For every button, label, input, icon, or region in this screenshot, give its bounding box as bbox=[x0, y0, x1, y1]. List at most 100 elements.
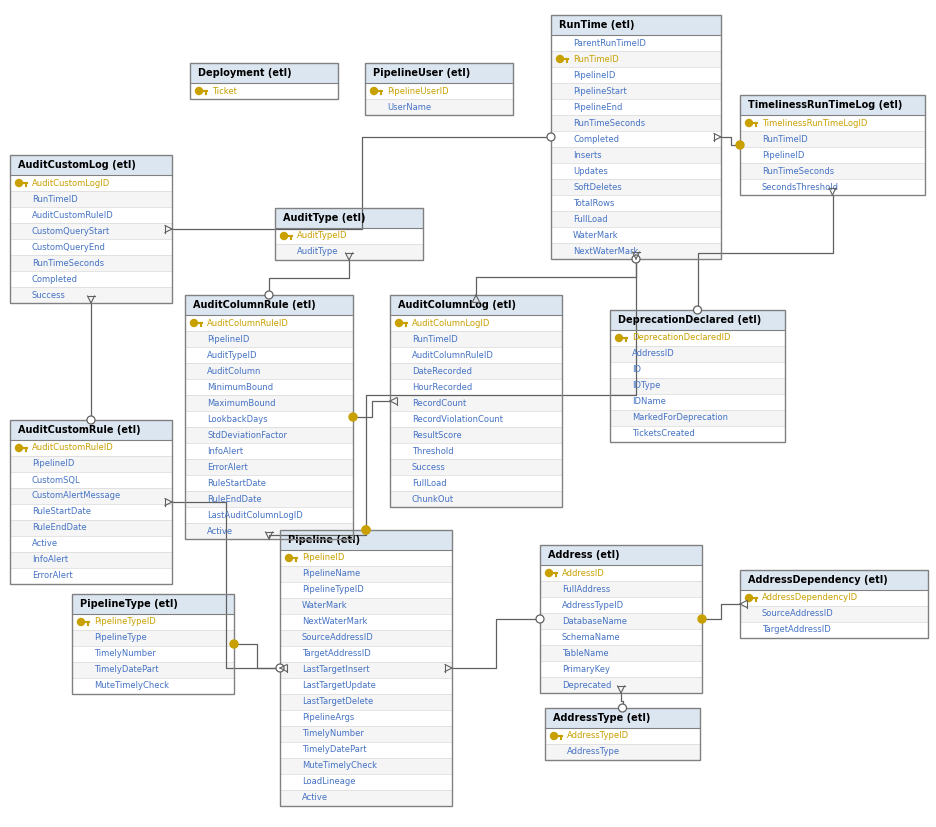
Text: TimelyNumber: TimelyNumber bbox=[94, 649, 156, 658]
Bar bbox=[10, 271, 172, 287]
Bar bbox=[551, 15, 721, 35]
Bar bbox=[185, 475, 353, 491]
Circle shape bbox=[619, 704, 626, 712]
Text: AuditColumnRule (etl): AuditColumnRule (etl) bbox=[193, 300, 315, 310]
Bar bbox=[740, 590, 928, 606]
Text: HourRecorded: HourRecorded bbox=[412, 383, 473, 391]
Text: RecordCount: RecordCount bbox=[412, 399, 466, 408]
Text: Address (etl): Address (etl) bbox=[548, 550, 620, 560]
Text: IDName: IDName bbox=[632, 398, 665, 407]
Bar bbox=[280, 598, 452, 614]
Bar bbox=[551, 243, 721, 259]
Text: PipelineID: PipelineID bbox=[302, 553, 344, 562]
Text: MaximumBound: MaximumBound bbox=[207, 399, 275, 408]
Bar bbox=[551, 163, 721, 179]
Circle shape bbox=[698, 615, 706, 623]
Bar bbox=[390, 379, 562, 395]
Bar bbox=[365, 63, 513, 83]
Text: RunTimeID: RunTimeID bbox=[32, 194, 78, 203]
Text: ErrorAlert: ErrorAlert bbox=[32, 571, 73, 581]
Text: ID: ID bbox=[632, 366, 641, 375]
Text: TicketsCreated: TicketsCreated bbox=[632, 429, 695, 438]
Bar bbox=[390, 395, 562, 411]
Text: PrimaryKey: PrimaryKey bbox=[562, 665, 610, 673]
Text: AddressTypeID: AddressTypeID bbox=[567, 732, 629, 740]
Bar bbox=[390, 295, 562, 315]
Bar bbox=[551, 83, 721, 99]
Circle shape bbox=[362, 526, 370, 534]
Text: AuditColumnLogID: AuditColumnLogID bbox=[412, 318, 490, 327]
Circle shape bbox=[87, 416, 95, 424]
Bar bbox=[275, 244, 423, 260]
Bar bbox=[551, 179, 721, 195]
Text: SecondsThreshold: SecondsThreshold bbox=[762, 183, 839, 192]
Bar bbox=[740, 163, 925, 179]
Bar bbox=[540, 597, 702, 613]
Bar bbox=[545, 744, 700, 760]
Text: Completed: Completed bbox=[573, 135, 619, 144]
Bar bbox=[10, 568, 172, 584]
Text: AuditTypeID: AuditTypeID bbox=[207, 351, 257, 360]
Text: Active: Active bbox=[302, 793, 329, 802]
Text: AddressDependencyID: AddressDependencyID bbox=[762, 594, 858, 603]
Circle shape bbox=[191, 319, 197, 327]
Text: PipelineID: PipelineID bbox=[207, 334, 249, 343]
Circle shape bbox=[694, 306, 701, 314]
Text: PipelineName: PipelineName bbox=[302, 570, 360, 579]
Bar bbox=[72, 630, 234, 646]
Text: LastTargetDelete: LastTargetDelete bbox=[302, 697, 373, 706]
Text: SourceAddressID: SourceAddressID bbox=[302, 633, 373, 643]
Text: AddressTypeID: AddressTypeID bbox=[562, 600, 624, 609]
Text: StdDeviationFactor: StdDeviationFactor bbox=[207, 431, 287, 439]
Bar bbox=[740, 606, 928, 622]
Bar bbox=[280, 630, 452, 646]
Circle shape bbox=[557, 55, 563, 63]
Text: PipelineTypeID: PipelineTypeID bbox=[94, 618, 155, 627]
Bar bbox=[185, 459, 353, 475]
Text: SoftDeletes: SoftDeletes bbox=[573, 183, 622, 192]
Bar bbox=[185, 331, 353, 347]
Bar bbox=[280, 790, 452, 806]
Circle shape bbox=[362, 526, 370, 534]
Text: IDType: IDType bbox=[632, 381, 661, 390]
Text: Pipeline (etl): Pipeline (etl) bbox=[288, 535, 360, 545]
Text: MuteTimelyCheck: MuteTimelyCheck bbox=[302, 762, 377, 771]
Circle shape bbox=[632, 255, 640, 263]
Bar bbox=[185, 295, 353, 539]
Text: PipelineType: PipelineType bbox=[94, 633, 147, 643]
Circle shape bbox=[16, 444, 22, 452]
Bar bbox=[740, 95, 925, 115]
Bar bbox=[10, 440, 172, 456]
Text: TimelyNumber: TimelyNumber bbox=[302, 729, 364, 739]
Circle shape bbox=[547, 133, 555, 141]
Text: LookbackDays: LookbackDays bbox=[207, 414, 268, 423]
Text: Ticket: Ticket bbox=[212, 87, 237, 95]
Bar bbox=[740, 570, 928, 638]
Circle shape bbox=[371, 88, 377, 94]
Text: Success: Success bbox=[412, 462, 446, 471]
Bar bbox=[185, 363, 353, 379]
Text: CustomAlertMessage: CustomAlertMessage bbox=[32, 491, 122, 500]
Text: RuleStartDate: RuleStartDate bbox=[207, 479, 266, 487]
Bar bbox=[740, 95, 925, 195]
Circle shape bbox=[265, 291, 273, 299]
Circle shape bbox=[745, 595, 753, 601]
Bar bbox=[10, 155, 172, 303]
Circle shape bbox=[546, 570, 552, 576]
Text: RuleEndDate: RuleEndDate bbox=[32, 523, 87, 533]
Bar bbox=[551, 195, 721, 211]
Text: AuditCustomLog (etl): AuditCustomLog (etl) bbox=[18, 160, 136, 170]
Bar bbox=[551, 131, 721, 147]
Bar bbox=[280, 550, 452, 566]
Text: SchemaName: SchemaName bbox=[562, 633, 621, 642]
Text: DeprecationDeclaredID: DeprecationDeclaredID bbox=[632, 333, 730, 342]
Bar bbox=[540, 565, 702, 581]
Bar bbox=[10, 420, 172, 440]
Text: TimelyDatePart: TimelyDatePart bbox=[302, 745, 367, 754]
Bar bbox=[10, 504, 172, 520]
Bar bbox=[551, 15, 721, 259]
Text: PipelineTypeID: PipelineTypeID bbox=[302, 586, 364, 595]
Bar bbox=[540, 545, 702, 565]
Text: AddressDependency (etl): AddressDependency (etl) bbox=[748, 575, 887, 585]
Bar bbox=[740, 131, 925, 147]
